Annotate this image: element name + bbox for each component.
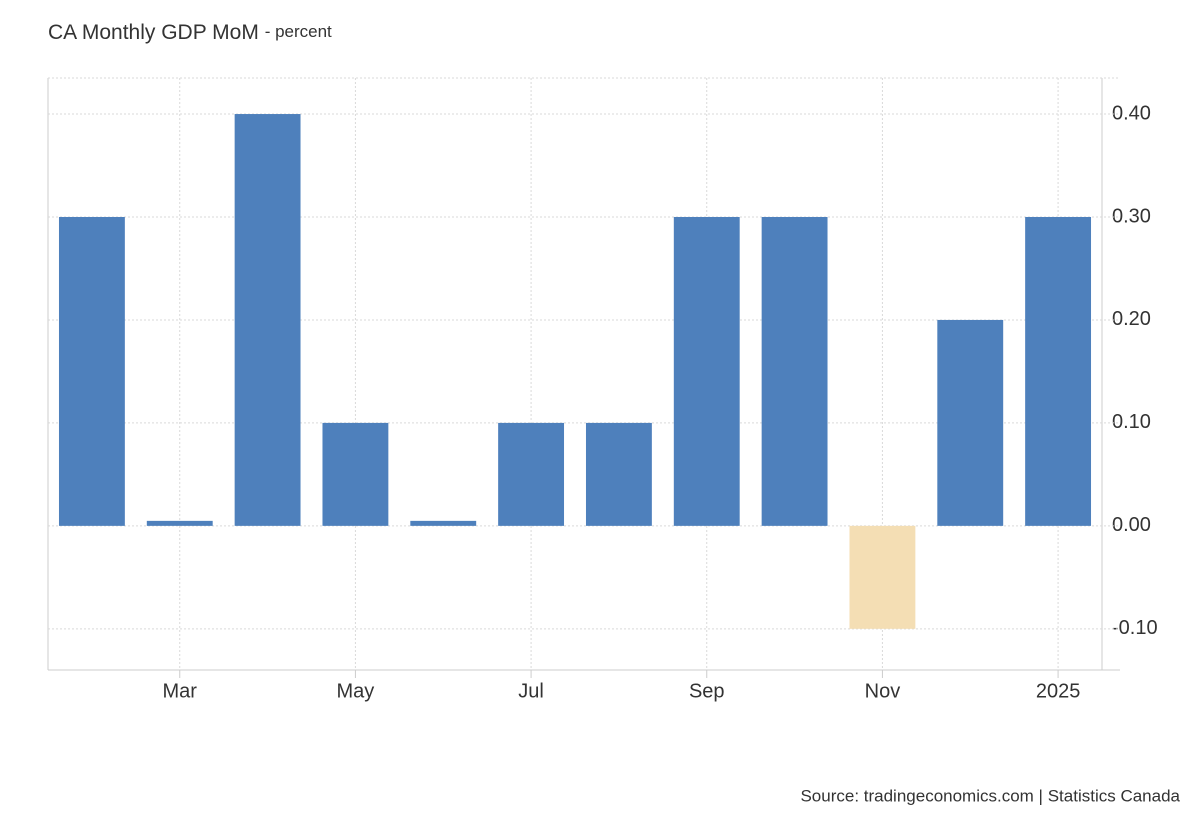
- x-tick-label: Nov: [865, 680, 901, 702]
- bar: [410, 520, 477, 526]
- bar: [761, 216, 828, 526]
- bar: [937, 319, 1004, 526]
- x-tick-label: 2025: [1036, 680, 1081, 702]
- bar: [146, 520, 213, 526]
- x-tick-label: Sep: [689, 680, 725, 702]
- bar: [1025, 216, 1092, 526]
- bar: [58, 216, 125, 526]
- y-tick-label: 0.20: [1112, 308, 1151, 330]
- x-tick-label: Jul: [518, 680, 544, 702]
- x-tick-label: Mar: [163, 680, 198, 702]
- y-tick-label: 0.30: [1112, 205, 1151, 227]
- chart-title: CA Monthly GDP MoM - percent: [48, 21, 332, 44]
- y-tick-label: -0.10: [1112, 617, 1158, 639]
- y-tick-label: 0.40: [1112, 102, 1151, 124]
- bar: [849, 525, 916, 629]
- bar: [498, 422, 565, 526]
- bar: [585, 422, 652, 526]
- source: Source: tradingeconomics.com | Statistic…: [800, 786, 1180, 805]
- chart-subtitle: - percent: [265, 22, 332, 41]
- y-tick-label: 0.00: [1112, 514, 1151, 536]
- bar: [673, 216, 740, 526]
- bar: [234, 114, 301, 526]
- y-tick-label: 0.10: [1112, 411, 1151, 433]
- bar: [322, 422, 389, 526]
- x-tick-label: May: [337, 680, 375, 702]
